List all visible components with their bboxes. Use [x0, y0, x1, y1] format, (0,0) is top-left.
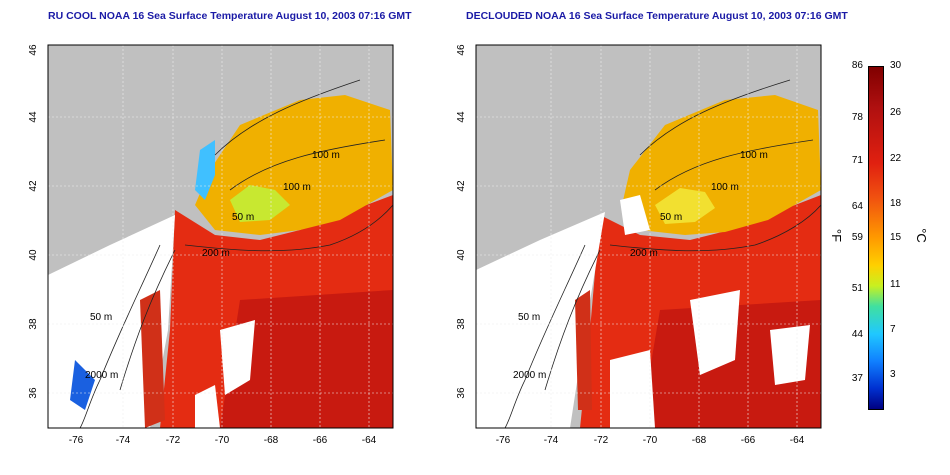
y-tick-label: 42 [456, 180, 467, 192]
contour-label: 50 m [660, 212, 682, 223]
y-tick-label: 36 [28, 387, 39, 399]
x-tick-label: -76 [69, 435, 84, 446]
x-tick-label: -70 [643, 435, 658, 446]
right-map-frame [475, 44, 822, 429]
x-tick-label: -68 [692, 435, 707, 446]
x-tick-label: -70 [215, 435, 230, 446]
gulf-cool-patch [655, 188, 715, 224]
y-tick-label: 38 [28, 318, 39, 330]
contour-label: 100 m [283, 182, 311, 193]
fahrenheit-tick: 78 [851, 112, 863, 123]
contour-label: 100 m [312, 150, 340, 161]
y-tick-label: 44 [28, 111, 39, 123]
contour-label: 2000 m [513, 370, 546, 381]
temperature-colorbar [868, 66, 884, 410]
x-tick-label: -74 [116, 435, 131, 446]
declouded-area [476, 212, 605, 428]
y-tick-label: 40 [456, 249, 467, 261]
cloud-patch-2 [195, 385, 220, 428]
celsius-tick: 22 [890, 153, 902, 164]
y-tick-label: 38 [456, 318, 467, 330]
contour-label: 100 m [740, 150, 768, 161]
x-tick-label: -72 [594, 435, 609, 446]
x-tick-label: -64 [790, 435, 805, 446]
fahrenheit-tick: 37 [851, 373, 863, 384]
fahrenheit-tick: 44 [851, 329, 863, 340]
contour-label: 2000 m [85, 370, 118, 381]
coastal-cold-strip [195, 140, 215, 200]
x-tick-label: -76 [496, 435, 511, 446]
fahrenheit-tick: 64 [851, 201, 863, 212]
cold-shelf-water [70, 360, 95, 410]
cloud-gap-2 [770, 325, 810, 385]
warm-streak [575, 290, 592, 410]
fahrenheit-tick: 71 [851, 155, 863, 166]
y-tick-label: 42 [28, 180, 39, 192]
contour-label: 200 m [630, 248, 658, 259]
x-tick-label: -72 [166, 435, 181, 446]
ocean-warm-dark [220, 290, 393, 428]
celsius-tick: 7 [890, 324, 896, 335]
y-tick-label: 46 [456, 44, 467, 56]
celsius-tick: 30 [890, 60, 902, 71]
celsius-unit-label: °C [913, 228, 929, 243]
warm-streak [140, 290, 165, 428]
celsius-tick: 3 [890, 369, 896, 380]
celsius-tick: 15 [890, 232, 902, 243]
y-tick-label: 36 [456, 387, 467, 399]
contour-label: 50 m [518, 312, 540, 323]
fahrenheit-tick: 86 [851, 60, 863, 71]
contour-label: 200 m [202, 248, 230, 259]
cloud-patch [220, 320, 255, 395]
celsius-tick: 11 [890, 279, 901, 290]
fahrenheit-tick: 59 [851, 232, 863, 243]
x-tick-label: -64 [362, 435, 377, 446]
y-tick-label: 44 [456, 111, 467, 123]
fahrenheit-unit-label: °F [829, 228, 845, 243]
x-tick-label: -66 [313, 435, 328, 446]
left-map-title: RU COOL NOAA 16 Sea Surface Temperature … [48, 10, 412, 22]
cloud-gap-4 [620, 195, 650, 235]
gulf-cool-patch [230, 185, 290, 222]
celsius-tick: 18 [890, 198, 902, 209]
contour-label: 50 m [232, 212, 254, 223]
fahrenheit-tick: 51 [851, 283, 863, 294]
right-map-title: DECLOUDED NOAA 16 Sea Surface Temperatur… [466, 10, 848, 22]
cloud-gap-3 [610, 350, 655, 428]
x-tick-label: -74 [544, 435, 559, 446]
celsius-tick: 26 [890, 107, 902, 118]
y-tick-label: 40 [28, 249, 39, 261]
contour-label: 100 m [711, 182, 739, 193]
y-tick-label: 46 [28, 44, 39, 56]
x-tick-label: -68 [264, 435, 279, 446]
contour-label: 50 m [90, 312, 112, 323]
x-tick-label: -66 [741, 435, 756, 446]
left-map-frame [47, 44, 394, 429]
cloud-gap [690, 290, 740, 375]
